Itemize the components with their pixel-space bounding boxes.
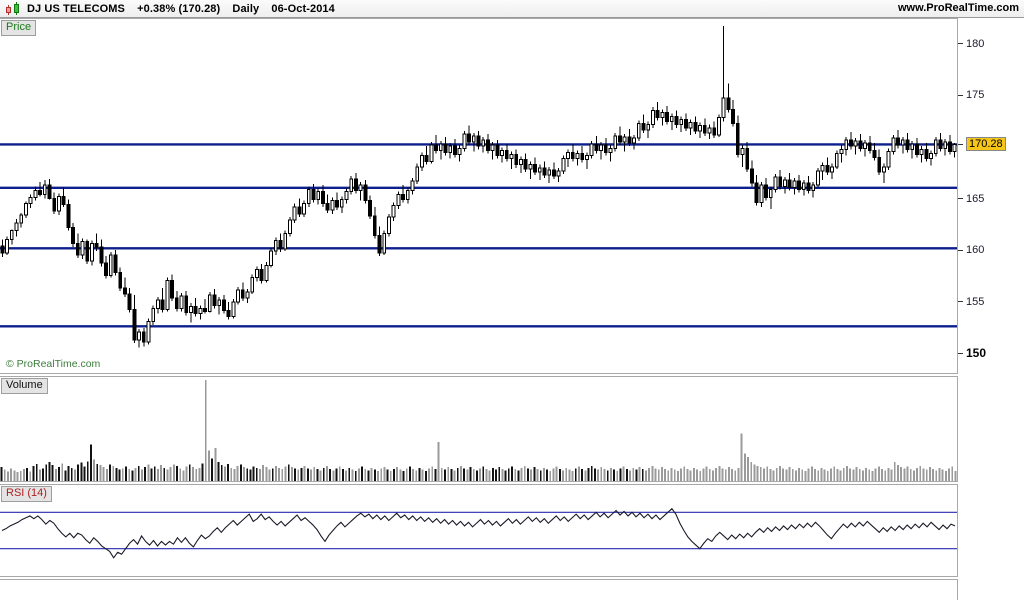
tick-mark (958, 198, 963, 200)
price-tick-155: 155 (958, 296, 984, 308)
volume-plot-area[interactable] (0, 377, 957, 481)
price-change: +0.38% (170.28) (137, 2, 221, 15)
tick-label: 165 (966, 192, 985, 205)
rsi-plot-area[interactable] (0, 485, 957, 576)
tick-mark (958, 143, 963, 145)
price-y-axis[interactable]: 180 175 165 160 155 150 170.28 (958, 18, 1024, 374)
tick-mark (958, 94, 963, 96)
panel-tab-rsi[interactable]: RSI (14) (1, 486, 52, 502)
price-tick-160: 160 (958, 244, 984, 256)
date-x-axis-overflow (958, 579, 1024, 600)
tick-mark (958, 301, 963, 303)
tick-label: 175 (966, 89, 985, 102)
panel-tab-price[interactable]: Price (1, 20, 37, 36)
rsi-panel[interactable]: RSI (14) (0, 484, 958, 577)
price-tick-165: 165 (958, 193, 984, 205)
tick-label: 170.28 (966, 137, 1006, 152)
tick-mark (958, 249, 963, 251)
panel-tab-volume[interactable]: Volume (1, 378, 48, 394)
tick-label: 160 (966, 244, 985, 257)
chart-header-title: DJ US TELECOMS +0.38% (170.28) Daily 06-… (27, 3, 344, 15)
candlestick-icon (3, 1, 25, 16)
tick-mark (958, 352, 963, 354)
instrument-name: DJ US TELECOMS (27, 2, 125, 15)
price-panel[interactable]: Price © ProRealTime.com (0, 18, 958, 374)
price-tick-175: 175 (958, 89, 984, 101)
volume-panel[interactable]: Volume (0, 376, 958, 482)
tick-mark (958, 43, 963, 45)
price-tick-150: 150 (958, 347, 986, 359)
chart-header-bar: DJ US TELECOMS +0.38% (170.28) Daily 06-… (0, 0, 1024, 18)
tick-label: 155 (966, 295, 985, 308)
rsi-y-axis[interactable] (958, 484, 1024, 577)
price-tick-180: 180 (958, 38, 984, 50)
chart-date: 06-Oct-2014 (271, 2, 335, 15)
timeframe-label: Daily (232, 2, 260, 15)
tick-label: 150 (966, 346, 987, 361)
price-plot-area[interactable] (0, 19, 957, 373)
tick-label: 180 (966, 37, 985, 50)
date-x-axis[interactable] (0, 579, 958, 600)
vendor-website: www.ProRealTime.com (897, 2, 1019, 14)
copyright-watermark: © ProRealTime.com (6, 358, 101, 370)
current-price-marker[interactable]: 170.28 (958, 137, 1006, 152)
volume-y-axis[interactable] (958, 376, 1024, 482)
